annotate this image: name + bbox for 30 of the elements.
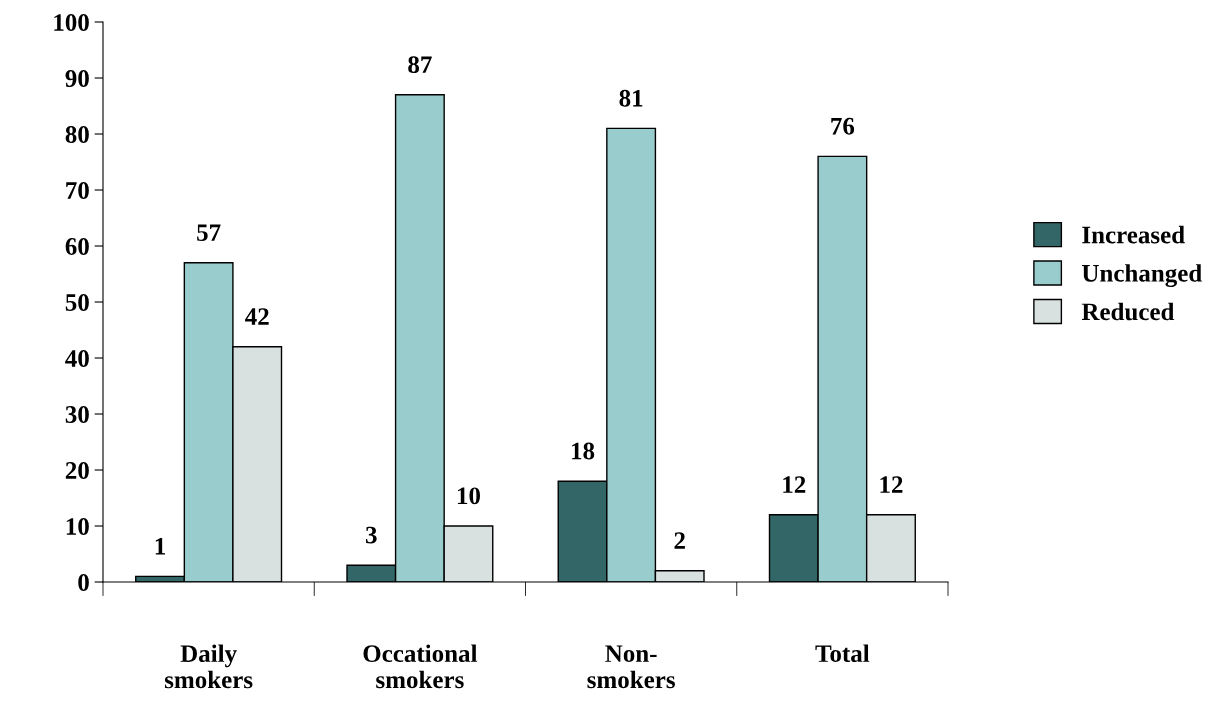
data-label: 57 xyxy=(197,224,221,242)
y-tick-label: 90 xyxy=(65,70,89,87)
data-label: 10 xyxy=(457,487,481,505)
y-tick-label: 50 xyxy=(65,294,89,311)
data-label: 81 xyxy=(619,89,643,107)
data-label: 12 xyxy=(783,476,806,493)
data-label: 1 xyxy=(155,537,165,555)
y-tick-label: 40 xyxy=(65,350,89,367)
y-tick-label: 70 xyxy=(66,182,89,199)
data-label: 3 xyxy=(365,526,377,544)
y-tick-label: 0 xyxy=(78,574,89,591)
y-tick-label: 80 xyxy=(65,126,89,143)
y-tick-label: 30 xyxy=(65,406,89,423)
data-label: 12 xyxy=(880,476,903,493)
data-label: 42 xyxy=(245,308,269,325)
x-tick-label: Non- smokers xyxy=(587,645,675,689)
legend-label: Unchanged xyxy=(1082,264,1202,288)
x-tick-label: Occational smokers xyxy=(363,644,478,689)
data-label: 18 xyxy=(572,442,595,460)
y-tick-label: 10 xyxy=(66,518,89,535)
y-tick-label: 20 xyxy=(65,462,89,479)
data-label: 87 xyxy=(408,56,432,74)
x-tick-label: Total xyxy=(815,644,870,663)
data-label: 76 xyxy=(831,117,855,135)
x-tick-label: Daily smokers xyxy=(164,644,253,689)
data-label: 2 xyxy=(674,532,685,549)
y-tick-label: 100 xyxy=(54,14,89,31)
legend-label: Reduced xyxy=(1081,302,1175,321)
y-tick-label: 60 xyxy=(65,238,89,255)
legend-label: Increased xyxy=(1082,225,1185,244)
